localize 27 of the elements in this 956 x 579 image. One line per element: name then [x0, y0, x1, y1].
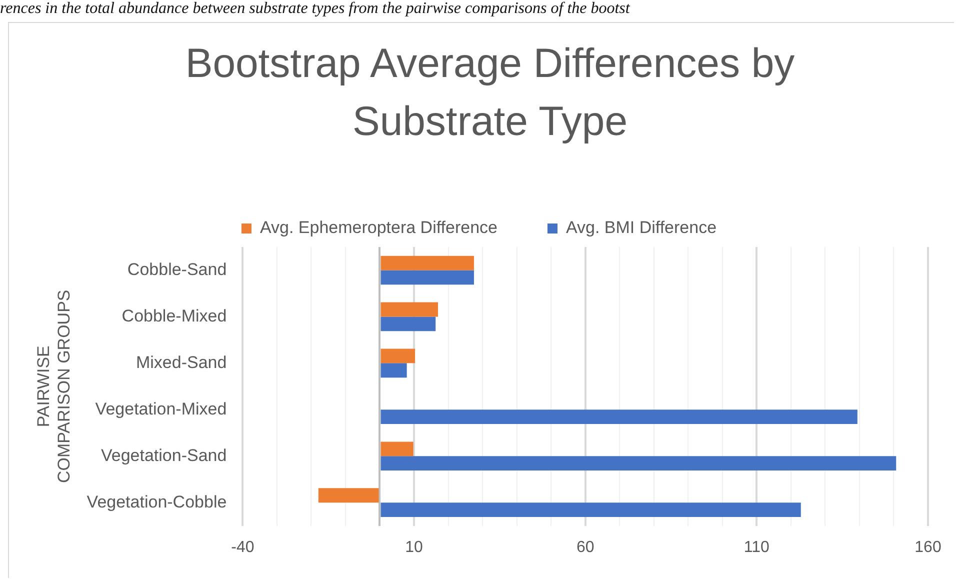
bar: [380, 363, 407, 378]
bar: [380, 442, 414, 456]
y-tick-label: Cobble-Sand: [127, 260, 227, 279]
y-tick-label: Vegetation-Cobble: [86, 492, 227, 512]
text: rences in the total abundance between substrate types from the pairwise comparisons of the bootst: [0, 0, 632, 18]
bar: [380, 410, 858, 424]
bar: [380, 456, 896, 471]
x-tick-label: 160: [914, 538, 942, 556]
bar: [380, 302, 438, 317]
bar: [380, 270, 474, 285]
bar: [380, 348, 416, 364]
y-axis-title: PAIRWISE COMPARISON GROUPS: [34, 290, 74, 484]
x-tick-label: 10: [405, 538, 424, 556]
x-tick-label: 60: [576, 538, 594, 556]
bar: [380, 256, 474, 270]
legend-label: Avg. Ephemeroptera Difference: [260, 218, 498, 238]
x-tick-label: -40: [231, 538, 254, 556]
x-tick-label: 110: [744, 538, 770, 556]
chart-title: Bootstrap Average Differences by Substrate Type: [184, 39, 796, 146]
legend-label: Avg. BMI Difference: [566, 218, 717, 238]
y-tick-label: Mixed-Sand: [136, 352, 227, 372]
bar: [380, 316, 436, 332]
bar: [318, 488, 379, 503]
y-tick-label: Vegetation-Mixed: [95, 399, 227, 418]
y-tick-label: Vegetation-Sand: [100, 446, 227, 465]
bar: [380, 502, 801, 517]
y-tick-label: Cobble-Mixed: [122, 306, 227, 326]
